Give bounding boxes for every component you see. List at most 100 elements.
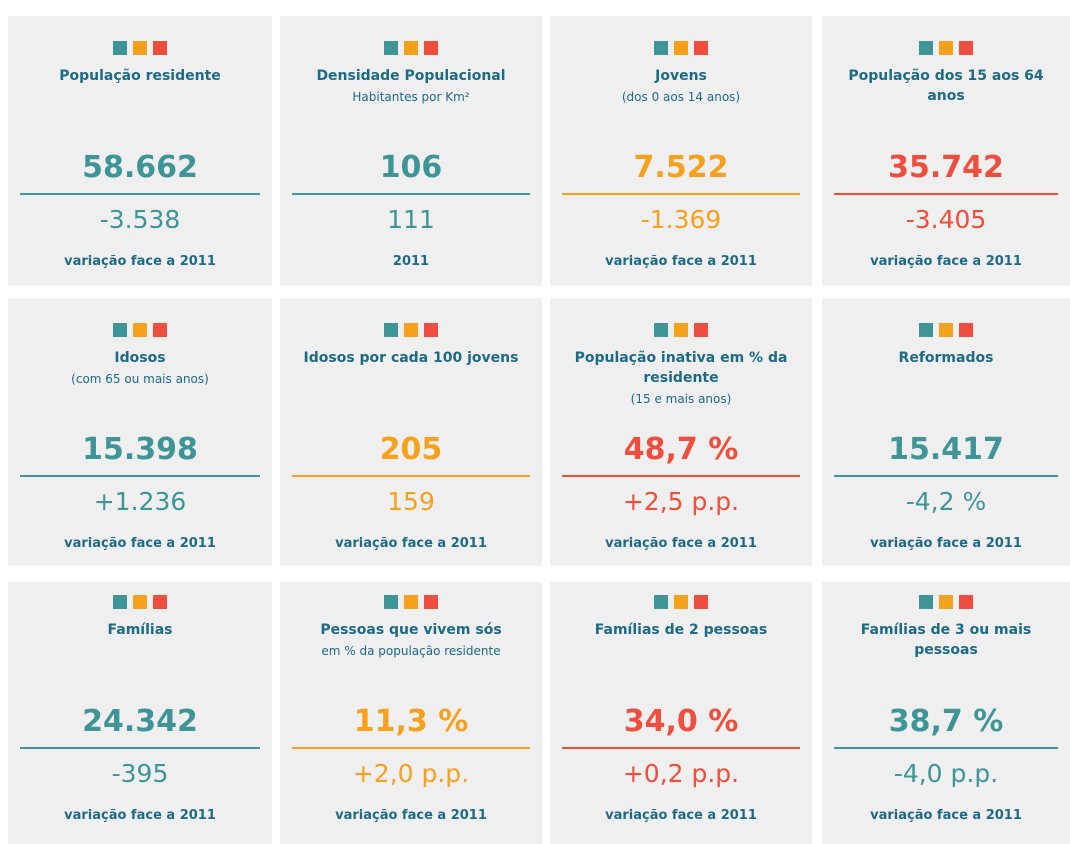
subtitle: (dos 0 aos 14 anos): [621, 90, 741, 104]
change-note: variação face a 2011: [605, 808, 757, 823]
main-value: 38,7 %: [888, 704, 1004, 739]
stat-card: População inativa em % da residente (15 e…: [550, 298, 812, 566]
icon-square: [113, 323, 127, 337]
main-value: 34,0 %: [623, 704, 739, 739]
title-text: Idosos por cada 100 jovens: [303, 350, 519, 366]
subtitle: (com 65 ou mais anos): [71, 372, 209, 386]
icon-square: [654, 41, 668, 55]
change-value: -4,2 %: [905, 487, 987, 516]
card-title: Famílias de 2 pessoas: [560, 620, 802, 640]
icon-square: [654, 595, 668, 609]
divider: [834, 475, 1058, 477]
change-value: +2,0 p.p.: [352, 759, 470, 788]
icon-square: [959, 595, 973, 609]
icon-square: [674, 41, 688, 55]
change-note: variação face a 2011: [605, 536, 757, 551]
icon-squares: [822, 323, 1070, 337]
stat-card: População dos 15 aos 64 anos 35.742 -3.405…: [822, 16, 1070, 286]
change-note: variação face a 2011: [870, 254, 1022, 269]
change-value: 111: [387, 205, 435, 234]
change-note: variação face a 2011: [64, 254, 216, 269]
icon-square: [404, 595, 418, 609]
icon-square: [694, 323, 708, 337]
title-text: Famílias: [107, 622, 173, 638]
main-value: 11,3 %: [353, 704, 469, 739]
title-text: Famílias de 3 ou mais pessoas: [860, 622, 1032, 658]
change-note: variação face a 2011: [64, 536, 216, 551]
icon-squares: [8, 41, 272, 55]
divider: [292, 747, 530, 749]
icon-square: [133, 41, 147, 55]
icon-square: [384, 595, 398, 609]
title-text: População dos 15 aos 64 anos: [848, 68, 1044, 104]
icon-squares: [550, 323, 812, 337]
card-title: Famílias: [18, 620, 262, 640]
change-value: -3.538: [99, 205, 181, 234]
subtitle: Habitantes por Km²: [352, 90, 470, 104]
icon-square: [424, 323, 438, 337]
divider: [562, 193, 800, 195]
icon-square: [919, 595, 933, 609]
divider: [20, 193, 260, 195]
icon-square: [153, 41, 167, 55]
card-title: Idosos por cada 100 jovens: [290, 348, 532, 368]
change-value: +0,2 p.p.: [622, 759, 740, 788]
stat-card: Famílias de 2 pessoas 34,0 % +0,2 p.p. vari…: [550, 582, 812, 844]
title-text: População inativa em % da residente: [574, 350, 788, 386]
icon-square: [404, 41, 418, 55]
stat-card: Pessoas que vivem sós em % da população r…: [280, 582, 542, 844]
change-note: variação face a 2011: [335, 808, 487, 823]
stat-card: Reformados 15.417 -4,2 % variação face a 20…: [822, 298, 1070, 566]
main-value: 15.398: [82, 432, 198, 467]
change-value: 159: [387, 487, 435, 516]
change-value: +2,5 p.p.: [622, 487, 740, 516]
change-note: variação face a 2011: [870, 536, 1022, 551]
change-value: -395: [111, 759, 169, 788]
title-text: Reformados: [898, 350, 994, 366]
change-value: +1.236: [93, 487, 187, 516]
icon-square: [674, 323, 688, 337]
icon-square: [153, 595, 167, 609]
change-note: variação face a 2011: [335, 536, 487, 551]
icon-squares: [550, 595, 812, 609]
title-text: Densidade Populacional: [316, 68, 506, 84]
icon-square: [384, 41, 398, 55]
main-value: 106: [379, 150, 443, 185]
main-value: 58.662: [82, 150, 198, 185]
card-title: Pessoas que vivem sós em % da população r…: [290, 620, 532, 662]
divider: [292, 475, 530, 477]
change-value: -3.405: [905, 205, 987, 234]
title-text: Pessoas que vivem sós: [320, 622, 502, 638]
divider: [562, 747, 800, 749]
icon-square: [424, 41, 438, 55]
change-value: -4,0 p.p.: [893, 759, 999, 788]
change-note: variação face a 2011: [870, 808, 1022, 823]
card-title: População dos 15 aos 64 anos: [832, 66, 1060, 106]
icon-squares: [550, 41, 812, 55]
change-note: variação face a 2011: [605, 254, 757, 269]
main-value: 15.417: [888, 432, 1004, 467]
icon-squares: [280, 41, 542, 55]
icon-squares: [822, 41, 1070, 55]
title-text: Famílias de 2 pessoas: [594, 622, 768, 638]
icon-squares: [280, 323, 542, 337]
icon-squares: [8, 595, 272, 609]
divider: [20, 475, 260, 477]
icon-square: [384, 323, 398, 337]
stat-card: Densidade Populacional Habitantes por Km²…: [280, 16, 542, 286]
stat-card: Famílias de 3 ou mais pessoas 38,7 % -4,0 …: [822, 582, 1070, 844]
stat-card: Famílias 24.342 -395 variação face a 2011: [8, 582, 272, 844]
icon-square: [919, 41, 933, 55]
icon-squares: [822, 595, 1070, 609]
main-value: 48,7 %: [623, 432, 739, 467]
icon-square: [133, 323, 147, 337]
icon-squares: [280, 595, 542, 609]
divider: [20, 747, 260, 749]
icon-square: [113, 41, 127, 55]
icon-square: [939, 41, 953, 55]
card-title: Idosos (com 65 ou mais anos): [18, 348, 262, 390]
stat-card: Jovens (dos 0 aos 14 anos) 7.522 -1.369 vari…: [550, 16, 812, 286]
icon-square: [939, 323, 953, 337]
change-note: variação face a 2011: [64, 808, 216, 823]
